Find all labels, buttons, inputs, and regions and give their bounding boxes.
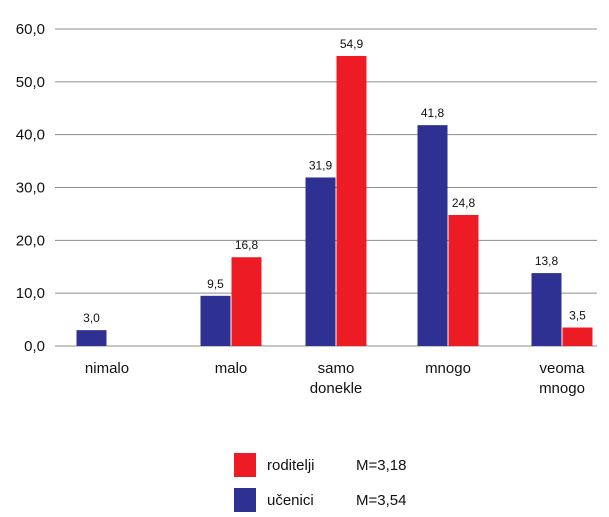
legend-stat: M=3,54 — [356, 492, 406, 509]
category-label: veoma — [539, 360, 585, 377]
y-tick-label: 30,0 — [16, 180, 45, 197]
data-label: 9,5 — [207, 277, 224, 291]
data-label: 41,8 — [421, 106, 445, 120]
bar — [76, 330, 107, 346]
legend-label: roditelji — [267, 457, 315, 474]
y-tick-label: 0,0 — [24, 338, 45, 355]
data-label: 3,0 — [83, 311, 100, 325]
bar — [417, 125, 448, 346]
y-tick-label: 20,0 — [16, 232, 45, 249]
y-tick-label: 60,0 — [16, 21, 45, 38]
bar — [531, 273, 562, 346]
data-label: 16,8 — [235, 238, 259, 252]
bar — [562, 327, 593, 346]
category-label: donekle — [310, 380, 363, 397]
legend-label: učenici — [267, 492, 314, 509]
legend-stat: M=3,18 — [356, 457, 406, 474]
data-label: 24,8 — [452, 196, 476, 210]
data-label: 31,9 — [309, 158, 333, 172]
y-tick-label: 40,0 — [16, 127, 45, 144]
category-label: samo — [318, 360, 355, 377]
category-label: mnogo — [425, 360, 471, 377]
bar — [305, 177, 336, 346]
legend-swatch — [234, 488, 256, 512]
data-label: 3,5 — [569, 309, 586, 323]
legend-swatch — [234, 453, 256, 477]
y-tick-label: 10,0 — [16, 285, 45, 302]
bar — [336, 55, 367, 346]
data-label: 13,8 — [535, 254, 559, 268]
category-label: malo — [215, 360, 248, 377]
bar — [231, 257, 262, 346]
bar — [448, 214, 479, 346]
bar — [200, 295, 231, 346]
y-tick-label: 50,0 — [16, 74, 45, 91]
category-label: mnogo — [539, 380, 585, 397]
data-label: 54,9 — [340, 37, 364, 51]
category-label: nimalo — [85, 360, 129, 377]
